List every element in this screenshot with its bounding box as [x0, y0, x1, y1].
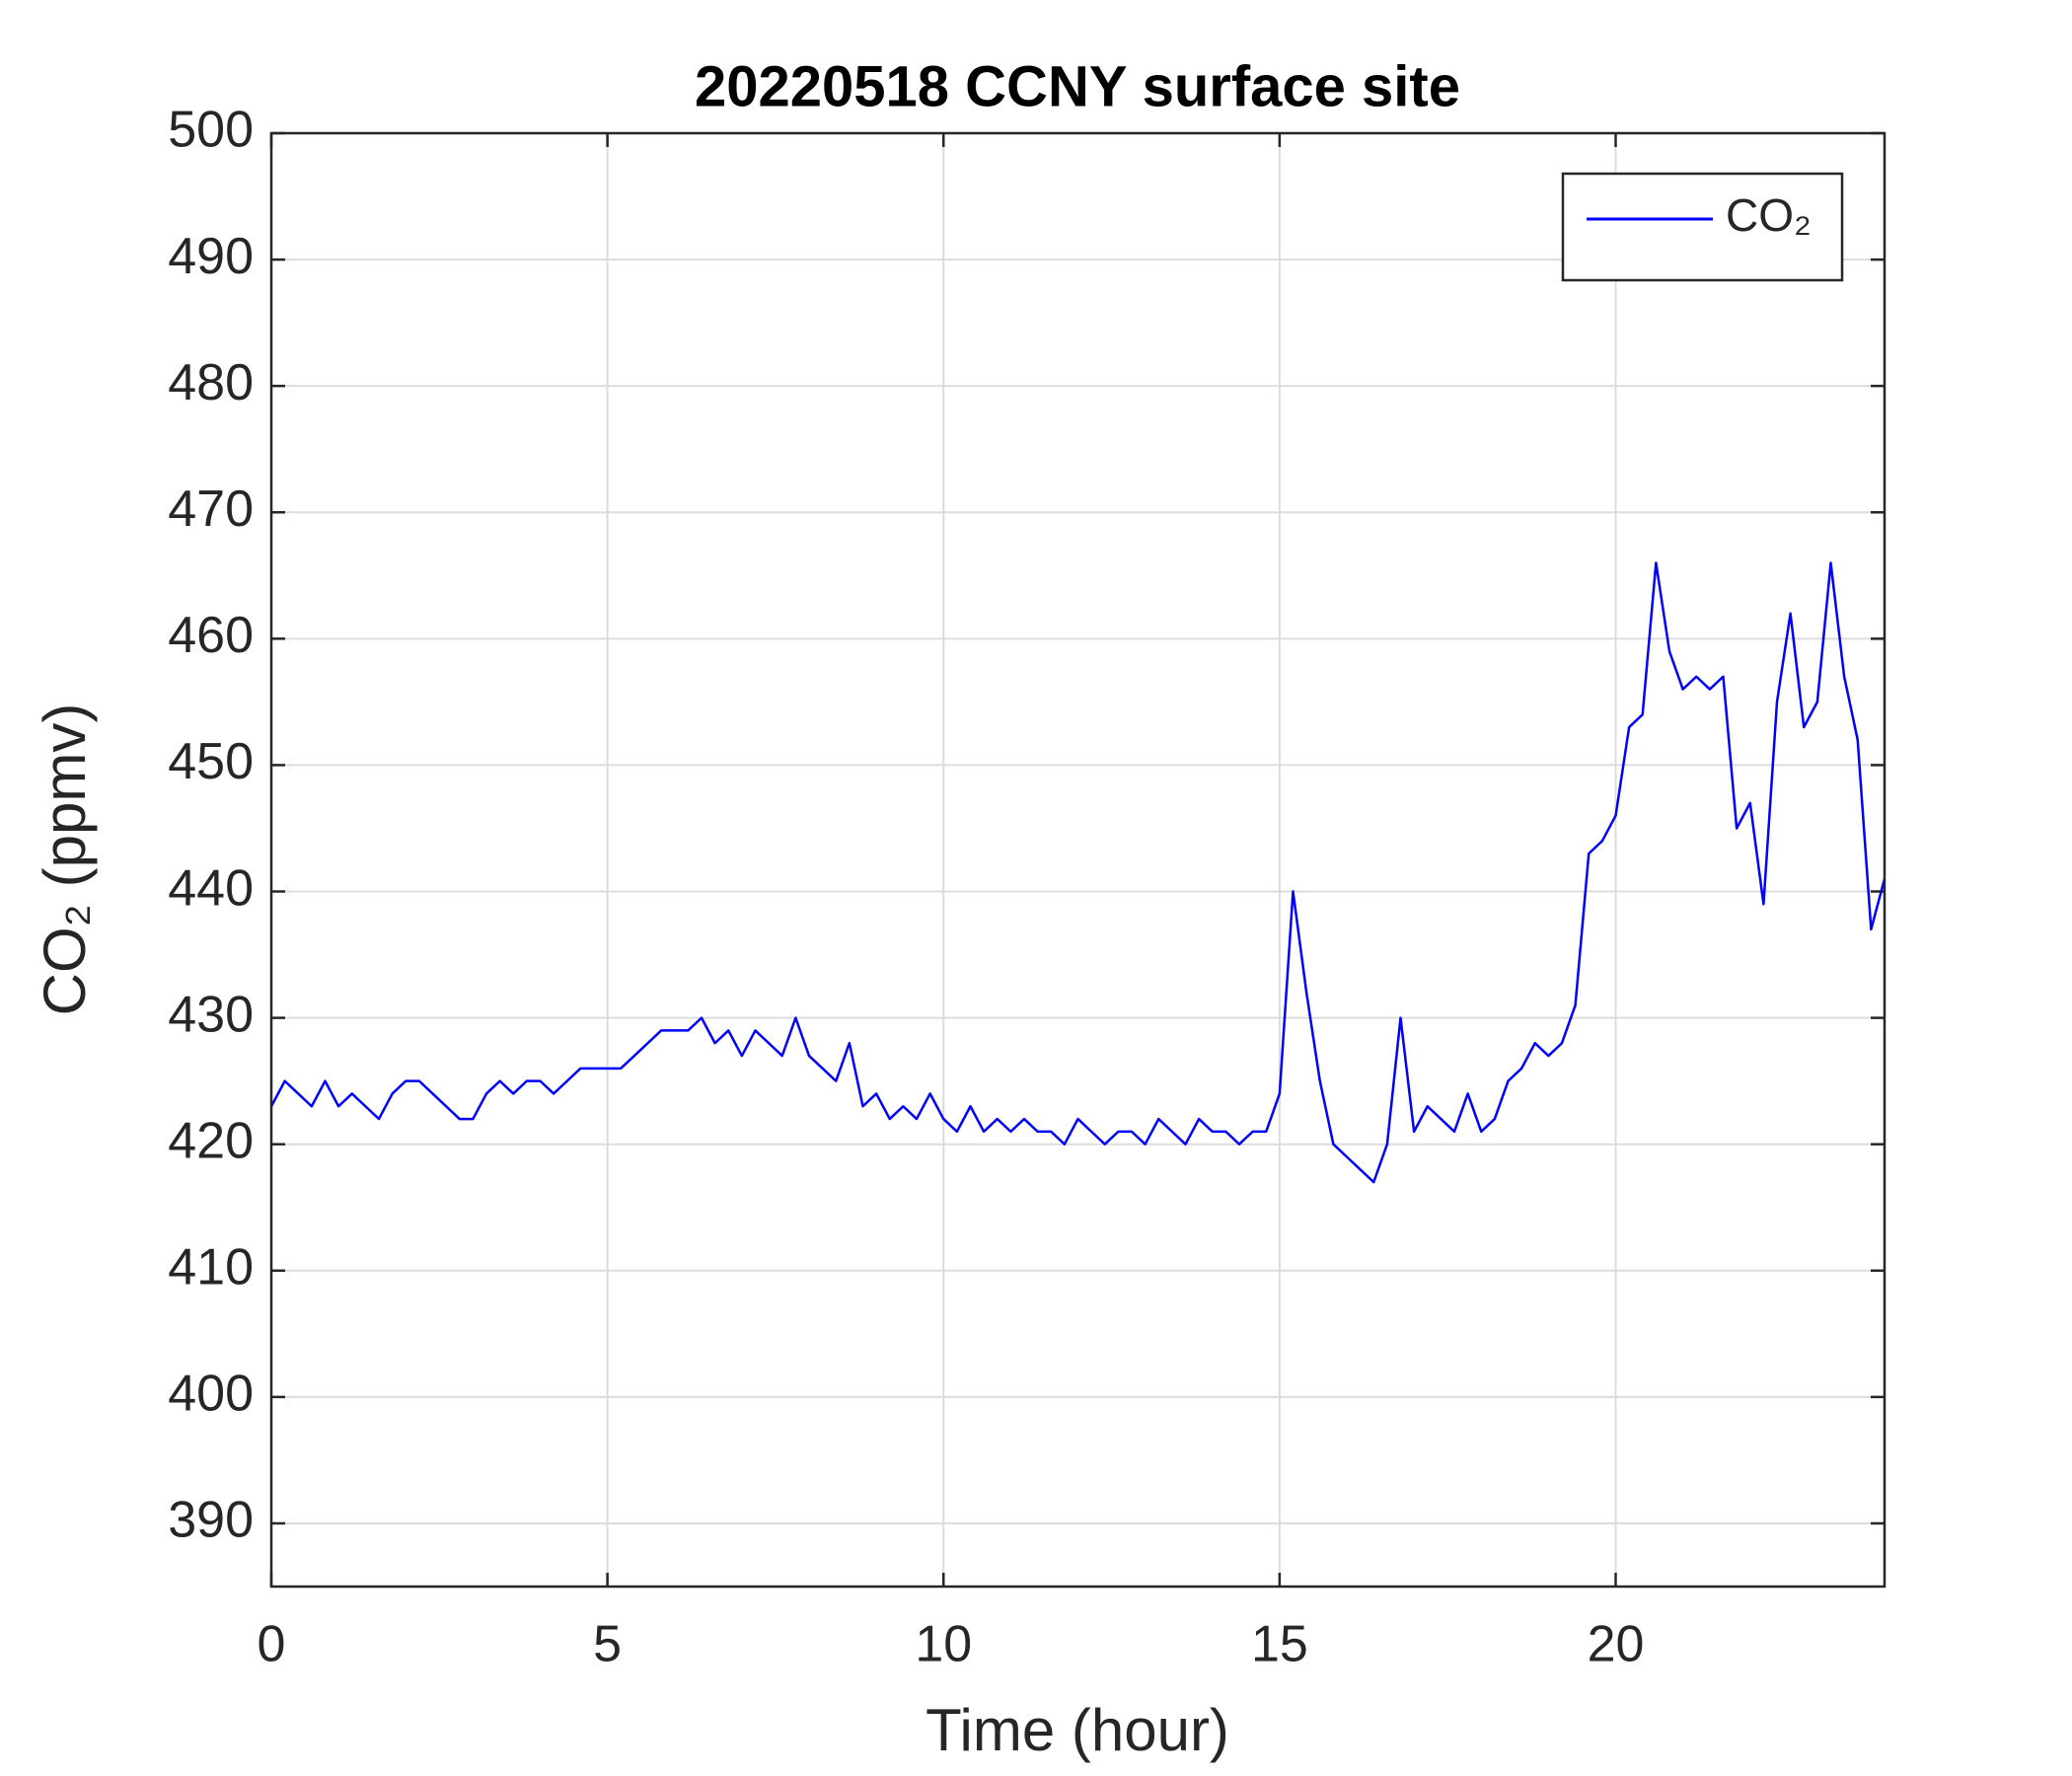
x-tick-label: 15 [1251, 1616, 1308, 1673]
x-tick-label: 20 [1588, 1616, 1645, 1673]
y-tick-label: 400 [168, 1366, 254, 1423]
legend-label: CO₂ [1726, 189, 1812, 241]
data-line [269, 561, 1887, 1184]
chart-title: 20220518 CCNY surface site [695, 54, 1460, 118]
y-tick-label: 410 [168, 1239, 254, 1296]
axes-box [269, 131, 1887, 1589]
y-tick-label: 470 [168, 481, 254, 538]
x-tick-label: 5 [593, 1616, 622, 1673]
y-tick-label: 440 [168, 859, 254, 917]
y-axis-label: CO₂ (ppmv) [32, 703, 98, 1016]
y-tick-label: 500 [168, 102, 254, 159]
y-tick-label: 460 [168, 607, 254, 664]
y-tick-label: 420 [168, 1112, 254, 1169]
y-tick-label: 450 [168, 733, 254, 790]
x-tick-label: 0 [258, 1616, 286, 1673]
x-tick-label: 10 [915, 1616, 972, 1673]
y-tick-label: 390 [168, 1492, 254, 1549]
x-axis-label: Time (hour) [925, 1697, 1229, 1763]
y-tick-label: 430 [168, 986, 254, 1043]
legend-box [1561, 172, 1844, 282]
y-tick-label: 480 [168, 354, 254, 411]
y-tick-label: 490 [168, 228, 254, 285]
